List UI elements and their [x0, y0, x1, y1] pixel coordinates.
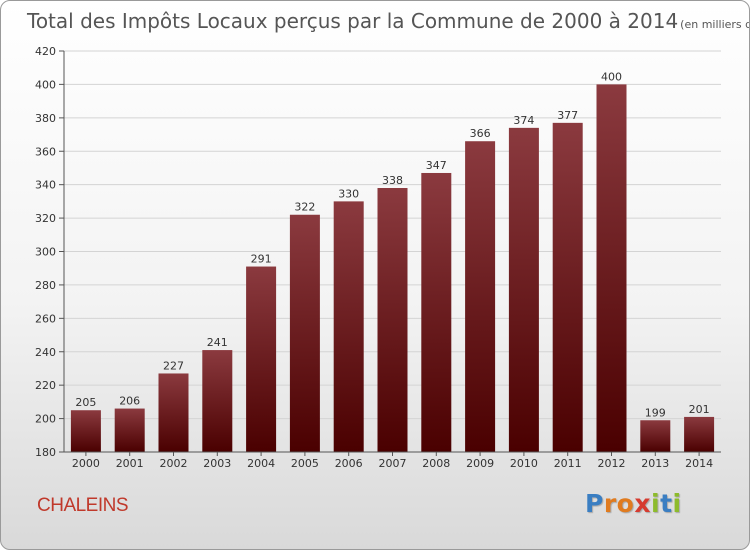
x-tick-label: 2013: [641, 457, 669, 470]
bar: [640, 420, 671, 452]
bar: [333, 201, 364, 452]
bar-value-label: 322: [294, 201, 315, 214]
bar: [158, 373, 189, 452]
bar-value-label: 201: [689, 403, 710, 416]
bar: [202, 350, 233, 452]
bar-value-label: 366: [470, 127, 491, 140]
y-tick-label: 180: [35, 446, 56, 459]
bar-value-label: 400: [601, 70, 622, 83]
bar: [114, 408, 145, 452]
x-tick-label: 2001: [116, 457, 144, 470]
bar-value-label: 377: [557, 109, 578, 122]
chart-title-main: Total des Impôts Locaux perçus par la Co…: [26, 9, 678, 33]
bar: [508, 127, 539, 452]
x-tick-label: 2006: [335, 457, 363, 470]
bar-value-label: 227: [163, 359, 184, 372]
bar-value-label: 374: [513, 114, 534, 127]
x-tick-label: 2005: [291, 457, 319, 470]
bar: [289, 214, 320, 452]
x-tick-label: 2014: [685, 457, 713, 470]
y-tick-label: 360: [35, 145, 56, 158]
bar: [246, 266, 277, 452]
x-tick-label: 2000: [72, 457, 100, 470]
bar-value-label: 241: [207, 336, 228, 349]
x-tick-label: 2008: [422, 457, 450, 470]
chart-title-unit: (en milliers d'€): [680, 18, 749, 31]
bar: [684, 416, 715, 452]
x-axis: 2000 2001 2002 2003 2004 2005 2006 2007 2008 2009…: [64, 451, 721, 470]
proxiti-logo: Proxiti: [585, 489, 682, 518]
y-tick-label: 260: [35, 312, 56, 325]
x-tick-label: 2002: [160, 457, 188, 470]
bar: [377, 188, 408, 452]
y-tick-label: 200: [35, 413, 56, 426]
x-tick-label: 2003: [203, 457, 231, 470]
bar-value-label: 347: [426, 159, 447, 172]
bar-value-label: 199: [645, 406, 666, 419]
bar-value-label: 206: [119, 395, 140, 408]
y-tick-label: 340: [35, 179, 56, 192]
x-tick-label: 2012: [598, 457, 626, 470]
commune-name: CHALEINS: [37, 495, 129, 516]
x-tick-label: 2007: [379, 457, 407, 470]
bar-value-label: 291: [251, 253, 272, 266]
x-tick-label: 2010: [510, 457, 538, 470]
y-tick-label: 420: [35, 45, 56, 58]
bar-value-label: 205: [75, 396, 96, 409]
bar: [465, 141, 496, 452]
y-axis: 180 200 220 240 260 280 300 320 340 360 380 400 420: [35, 45, 65, 459]
bar: [552, 122, 583, 453]
chart-title: Total des Impôts Locaux perçus par la Co…: [26, 9, 749, 33]
bar: [70, 410, 101, 452]
bar-value-label: 338: [382, 174, 403, 187]
x-tick-label: 2011: [554, 457, 582, 470]
bars: 205 206 227 241 291 322 330 338 347 366 374 377 400 1…: [70, 70, 715, 453]
y-tick-label: 300: [35, 246, 56, 259]
x-tick-label: 2004: [247, 457, 275, 470]
y-tick-label: 220: [35, 379, 56, 392]
y-tick-label: 280: [35, 279, 56, 292]
bar: [596, 84, 627, 453]
bar-value-label: 330: [338, 187, 359, 200]
y-tick-label: 320: [35, 212, 56, 225]
y-tick-label: 400: [35, 78, 56, 91]
y-tick-label: 380: [35, 112, 56, 125]
y-tick-label: 240: [35, 346, 56, 359]
x-tick-label: 2009: [466, 457, 494, 470]
bar: [421, 172, 452, 453]
